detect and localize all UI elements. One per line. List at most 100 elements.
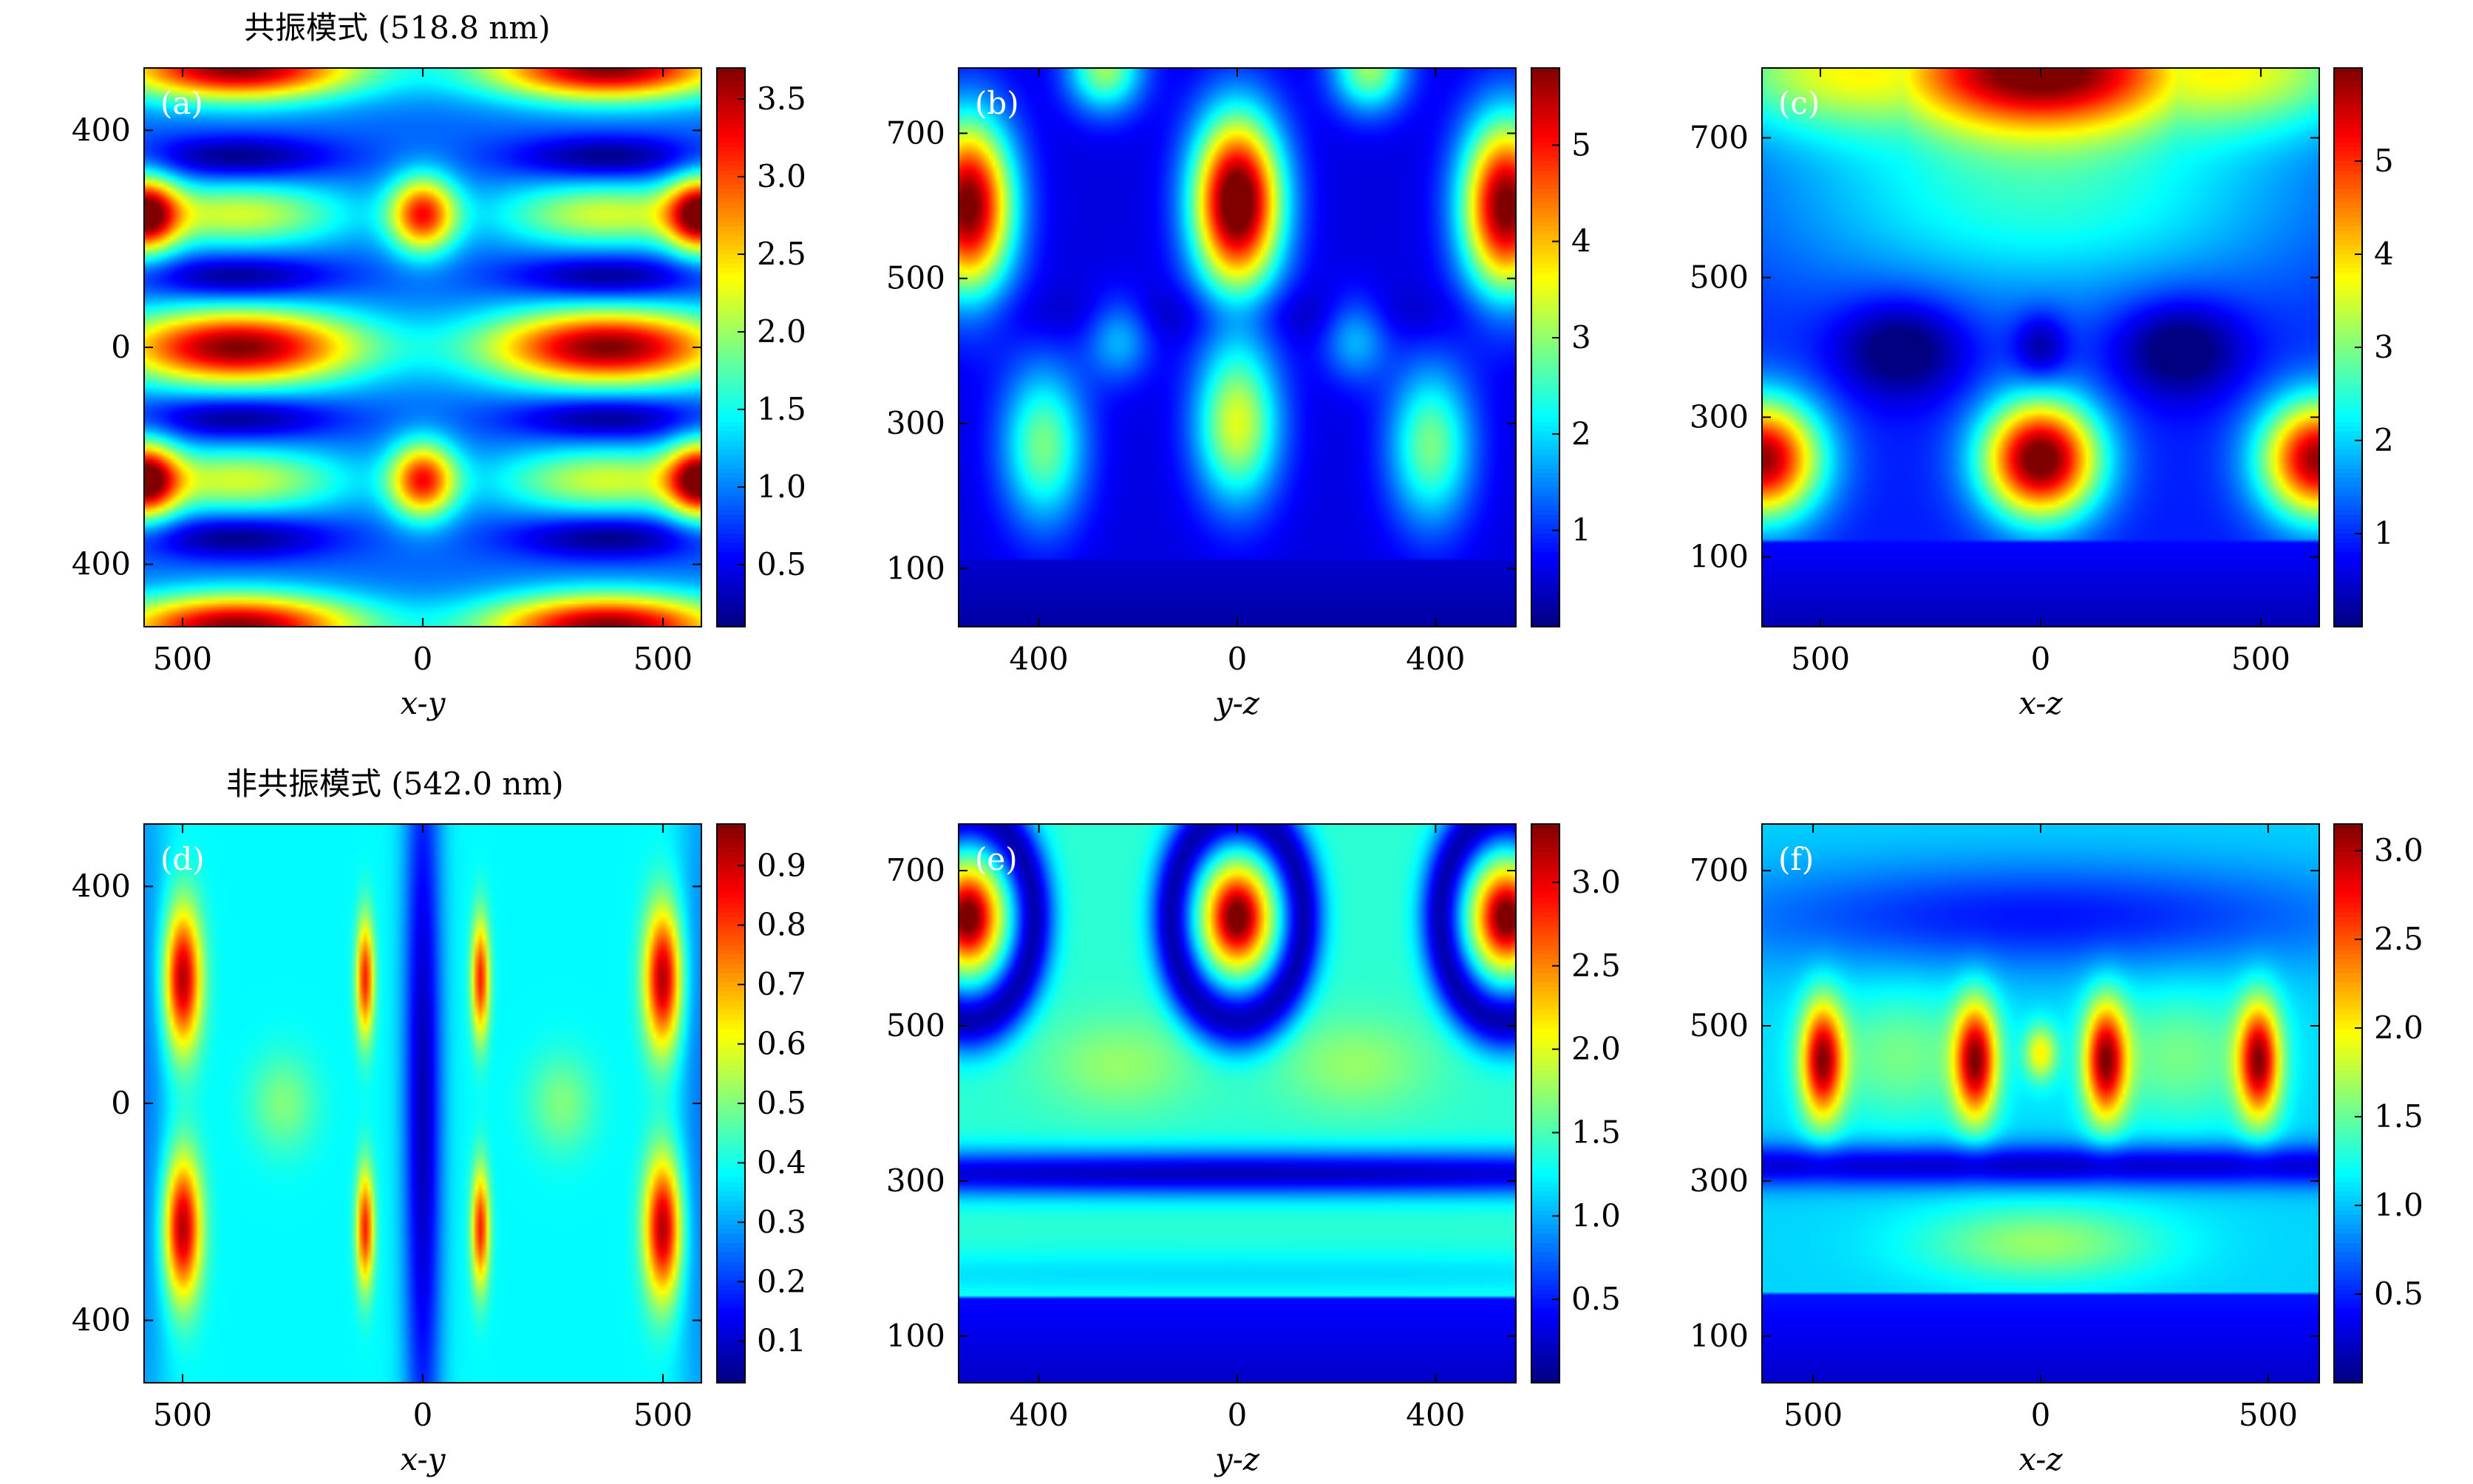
colorbar-segment-e (1531, 1191, 1559, 1197)
colorbar-segment-f (2334, 1061, 2362, 1067)
colorbar-segment-e (1531, 1238, 1559, 1244)
colorbar-segment-a (717, 506, 745, 511)
colorbar-segment-c (2334, 170, 2362, 176)
colorbar-segment-b (1531, 235, 1559, 242)
colorbar-segment-f (2334, 977, 2362, 984)
colorbar-segment-a (717, 491, 745, 497)
colorbar-segment-c (2334, 585, 2362, 590)
colorbar-segment-e (1531, 847, 1559, 853)
colorbar-segment-e (1531, 1252, 1559, 1258)
colorbar-segment-c (2334, 208, 2362, 214)
y-tick-label-a: 400 (72, 112, 131, 148)
colorbar-segment-b (1531, 180, 1559, 186)
colorbar-segment-e (1531, 926, 1559, 932)
colorbar-segment-b (1531, 556, 1559, 562)
colorbar-segment-a (717, 356, 745, 362)
colorbar-segment-c (2334, 259, 2362, 265)
colorbar-segment-f (2334, 930, 2362, 937)
colorbar-segment-c (2334, 589, 2362, 595)
colorbar-segment-b (1531, 347, 1559, 353)
colorbar-segment-f (2334, 1047, 2362, 1053)
colorbar-segment-a (717, 81, 745, 88)
colorbar-segment-d (717, 1103, 745, 1109)
colorbar-segment-a (717, 375, 745, 381)
colorbar-segment-e (1531, 1038, 1559, 1044)
colorbar-segment-b (1531, 361, 1559, 367)
colorbar-segment-b (1531, 109, 1559, 115)
colorbar-segment-b (1531, 477, 1559, 483)
colorbar-segment-e (1531, 1168, 1559, 1174)
colorbar-segment-f (2334, 982, 2362, 988)
colorbar-segment-f (2334, 1019, 2362, 1025)
colorbar-segment-f (2334, 857, 2362, 862)
colorbar-segment-f (2334, 954, 2362, 960)
colorbar-segment-d (717, 884, 745, 891)
colorbar-segment-f (2334, 1103, 2362, 1109)
colorbar-segment-a (717, 77, 745, 83)
colorbar-segment-f (2334, 1317, 2362, 1324)
colorbar-segment-a (717, 338, 745, 344)
colorbar-segment-b (1531, 188, 1559, 195)
colorbar-segment-f (2334, 1112, 2362, 1118)
colorbar-segment-e (1531, 1290, 1559, 1296)
colorbar-segment-b (1531, 356, 1559, 362)
colorbar-segment-a (717, 198, 745, 204)
colorbar-segment-e (1531, 851, 1559, 858)
colorbar-segment-c (2334, 361, 2362, 367)
colorbar-tick-label-a: 3.0 (757, 158, 806, 194)
colorbar-segment-a (717, 352, 745, 358)
colorbar-segment-f (2334, 1210, 2362, 1216)
colorbar-segment-c (2334, 463, 2362, 469)
colorbar-segment-a (717, 174, 745, 181)
colorbar-segment-a (717, 534, 745, 540)
colorbar-segment-e (1531, 1349, 1559, 1356)
colorbar-segment-e (1531, 968, 1559, 974)
colorbar-segment-d (717, 1084, 745, 1091)
colorbar-segment-e (1531, 1313, 1559, 1318)
colorbar-segment-a (717, 310, 745, 316)
colorbar-segment-b (1531, 431, 1559, 437)
colorbar-segment-d (717, 1038, 745, 1044)
colorbar-segment-a (717, 86, 745, 92)
colorbar-segment-a (717, 301, 745, 307)
colorbar-segment-a (717, 547, 745, 554)
y-tick-label-e: 100 (886, 1318, 945, 1354)
colorbar-segment-d (717, 922, 745, 928)
colorbar-segment-f (2334, 1322, 2362, 1328)
colorbar-segment-e (1531, 1043, 1559, 1049)
colorbar-segment-a (717, 593, 745, 600)
y-tick-label-e: 300 (886, 1163, 945, 1199)
colorbar-segment-a (717, 435, 745, 441)
colorbar-segment-b (1531, 593, 1559, 600)
colorbar-segment-c (2334, 184, 2362, 190)
colorbar-segment-f (2334, 1280, 2362, 1286)
colorbar-segment-f (2334, 987, 2362, 993)
colorbar-segment-e (1531, 959, 1559, 964)
colorbar-segment-a (717, 180, 745, 186)
colorbar-tick-label-c: 3 (2374, 329, 2394, 365)
colorbar-segment-d (717, 837, 745, 844)
colorbar-segment-f (2334, 865, 2362, 871)
colorbar-segment-b (1531, 324, 1559, 330)
colorbar-segment-b (1531, 454, 1559, 460)
row-title-resonant: 共振模式 (518.8 nm) (244, 10, 551, 46)
colorbar-segment-d (717, 1052, 745, 1058)
colorbar-segment-f (2334, 843, 2362, 848)
panel-label-d: (d) (160, 841, 205, 877)
colorbar-segment-c (2334, 384, 2362, 390)
colorbar-segment-e (1531, 1173, 1559, 1179)
colorbar-segment-d (717, 1112, 745, 1118)
x-tick-label-b: 400 (1010, 641, 1069, 677)
colorbar-segment-d (717, 940, 745, 946)
colorbar-segment-f (2334, 1080, 2362, 1086)
colorbar-segment-d (717, 1191, 745, 1197)
colorbar-segment-c (2334, 496, 2362, 502)
colorbar-segment-c (2334, 231, 2362, 236)
colorbar-segment-c (2334, 268, 2362, 274)
colorbar-segment-d (717, 1089, 745, 1095)
colorbar-segment-c (2334, 445, 2362, 451)
colorbar-segment-b (1531, 77, 1559, 83)
colorbar-tick-label-b: 5 (1571, 126, 1591, 163)
colorbar-segment-e (1531, 1015, 1559, 1021)
colorbar-segment-b (1531, 273, 1559, 279)
